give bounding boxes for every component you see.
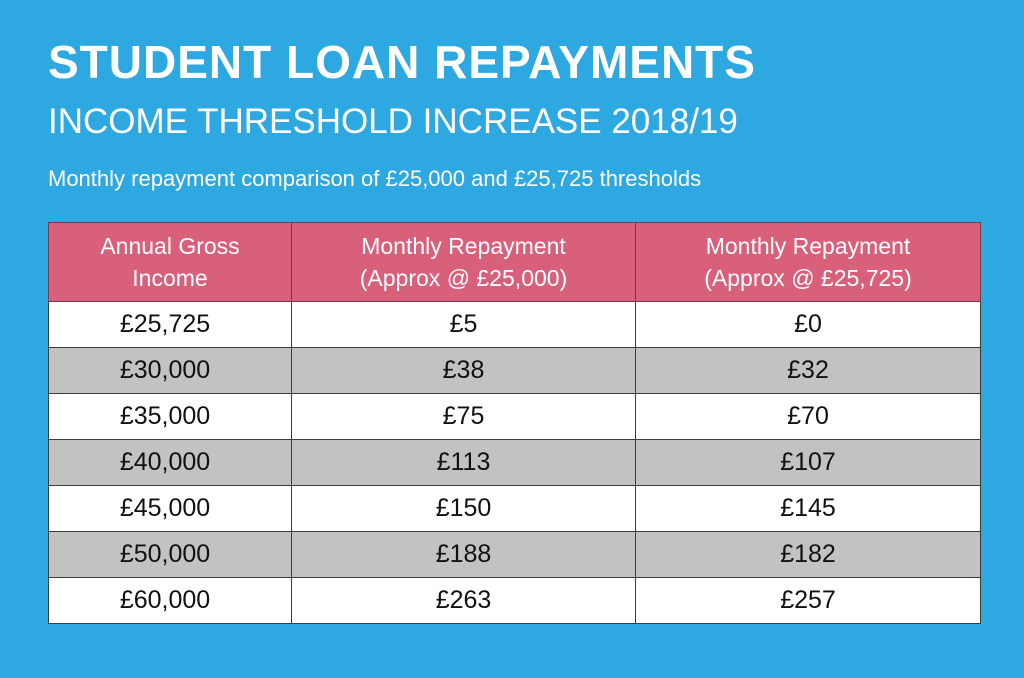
table-row: £60,000 £263 £257 — [48, 577, 981, 624]
table-row: £50,000 £188 £182 — [48, 531, 981, 578]
cell-repayment-25725: £32 — [635, 347, 981, 394]
table-row: £30,000 £38 £32 — [48, 347, 981, 394]
cell-income: £35,000 — [48, 393, 292, 440]
cell-repayment-25725: £145 — [635, 485, 981, 532]
cell-income: £30,000 — [48, 347, 292, 394]
header-annual-gross-income: Annual Gross Income — [48, 222, 292, 302]
cell-repayment-25000: £263 — [291, 577, 636, 624]
cell-repayment-25000: £38 — [291, 347, 636, 394]
cell-income: £40,000 — [48, 439, 292, 486]
cell-repayment-25000: £150 — [291, 485, 636, 532]
table-row: £45,000 £150 £145 — [48, 485, 981, 532]
cell-repayment-25000: £75 — [291, 393, 636, 440]
header-line: Income — [132, 265, 208, 291]
cell-repayment-25725: £182 — [635, 531, 981, 578]
table-row: £35,000 £75 £70 — [48, 393, 981, 440]
page-caption: Monthly repayment comparison of £25,000 … — [48, 166, 702, 191]
cell-income: £60,000 — [48, 577, 292, 624]
header-repayment-25725: Monthly Repayment (Approx @ £25,725) — [635, 222, 981, 302]
cell-income: £50,000 — [48, 531, 292, 578]
cell-repayment-25000: £113 — [291, 439, 636, 486]
repayment-table: Annual Gross Income Monthly Repayment (A… — [48, 222, 981, 624]
cell-repayment-25725: £0 — [635, 301, 981, 348]
header-line: Monthly Repayment — [361, 233, 566, 259]
cell-repayment-25725: £70 — [635, 393, 981, 440]
cell-income: £45,000 — [48, 485, 292, 532]
cell-repayment-25725: £107 — [635, 439, 981, 486]
cell-repayment-25725: £257 — [635, 577, 981, 624]
cell-repayment-25000: £188 — [291, 531, 636, 578]
table-header-row: Annual Gross Income Monthly Repayment (A… — [48, 222, 981, 302]
header-line: Annual Gross — [100, 233, 240, 259]
header-line: (Approx @ £25,725) — [704, 265, 912, 291]
table-row: £40,000 £113 £107 — [48, 439, 981, 486]
header-repayment-25000: Monthly Repayment (Approx @ £25,000) — [291, 222, 636, 302]
page-subtitle: INCOME THRESHOLD INCREASE 2018/19 — [48, 102, 738, 141]
table-row: £25,725 £5 £0 — [48, 301, 981, 348]
cell-repayment-25000: £5 — [291, 301, 636, 348]
header-line: (Approx @ £25,000) — [359, 265, 568, 291]
page-title: STUDENT LOAN REPAYMENTS — [48, 36, 756, 88]
cell-income: £25,725 — [48, 301, 292, 348]
header-line: Monthly Repayment — [705, 233, 911, 259]
